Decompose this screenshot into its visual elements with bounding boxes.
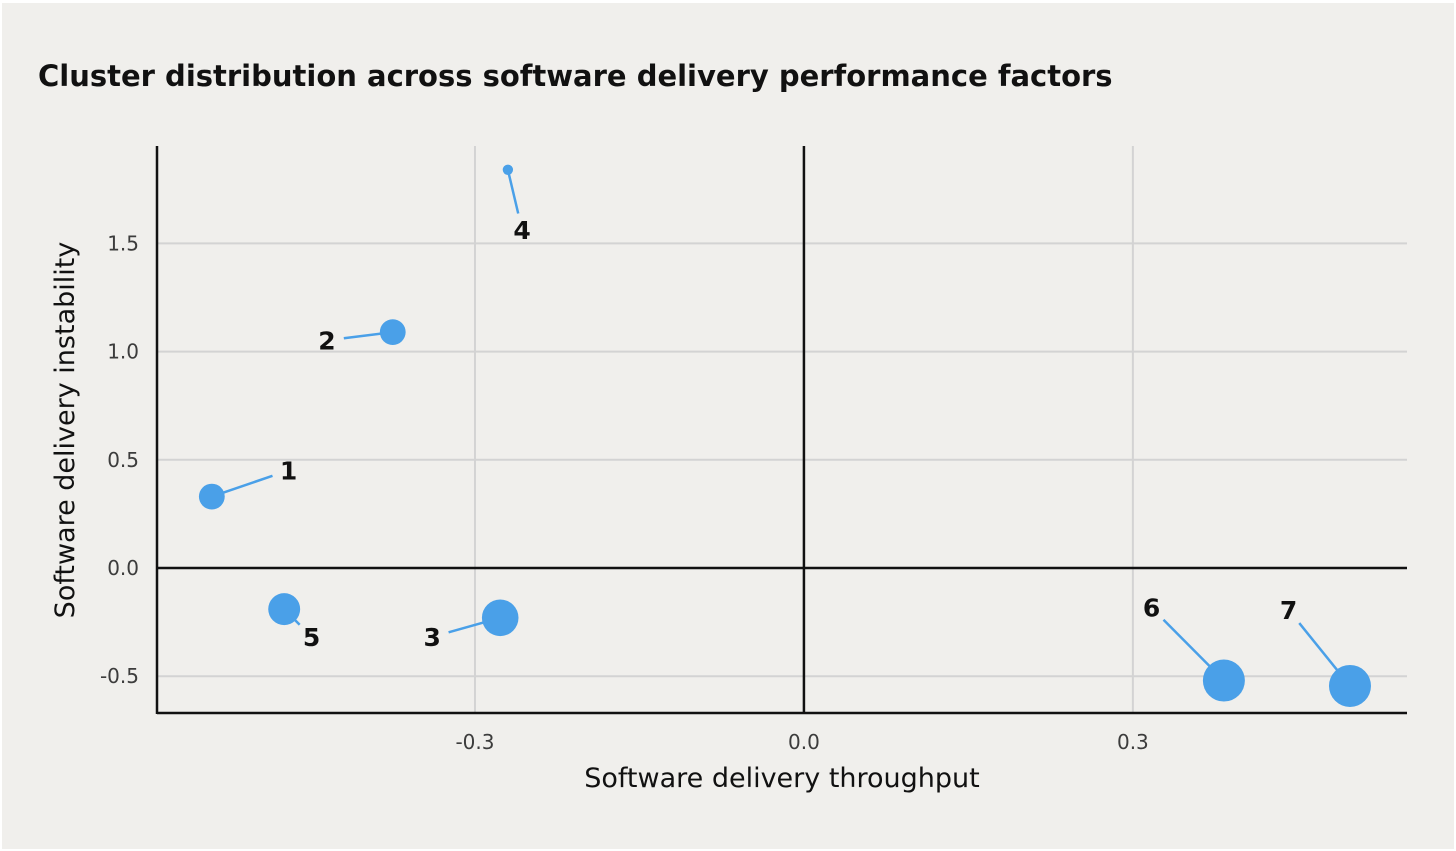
cluster-point-4	[502, 164, 514, 175]
cluster-point-6	[1202, 659, 1245, 702]
cluster-point-2	[379, 319, 406, 346]
y-tick-label: 0.0	[107, 556, 139, 580]
x-tick-label: 0.3	[1117, 730, 1149, 754]
point-label-5: 5	[303, 623, 320, 652]
point-label-1: 1	[280, 456, 297, 485]
point-label-2: 2	[318, 326, 335, 355]
data-points	[198, 164, 1371, 707]
x-axis-title: Software delivery throughput	[584, 763, 980, 794]
tick-labels: -0.5 0.0 0.5 1.0 1.5 -0.3 0.0 0.3	[100, 231, 1149, 754]
chart-card	[2, 3, 1454, 849]
y-tick-label: -0.5	[100, 664, 139, 688]
axes	[155, 146, 1407, 715]
x-tick-label: 0.0	[788, 730, 820, 754]
cluster-point-1	[198, 483, 225, 510]
point-labels: 1 2 3 4 5 6 7	[280, 216, 1297, 652]
x-tick-label: -0.3	[455, 730, 494, 754]
point-label-3: 3	[424, 623, 441, 652]
cluster-point-7	[1328, 664, 1371, 707]
gridlines	[157, 146, 1407, 713]
y-tick-label: 1.0	[107, 340, 139, 364]
leader-line-4	[506, 169, 520, 214]
point-label-4: 4	[513, 216, 530, 245]
point-leader-lines	[211, 169, 1351, 687]
y-tick-label: 0.5	[107, 448, 139, 472]
y-axis-title: Software delivery instability	[50, 242, 81, 619]
cluster-point-5	[268, 593, 301, 626]
point-label-6: 6	[1143, 594, 1160, 623]
chart-title: Cluster distribution across software del…	[38, 59, 1113, 93]
point-label-7: 7	[1280, 596, 1297, 625]
y-tick-label: 1.5	[107, 231, 139, 255]
cluster-point-3	[481, 599, 519, 637]
